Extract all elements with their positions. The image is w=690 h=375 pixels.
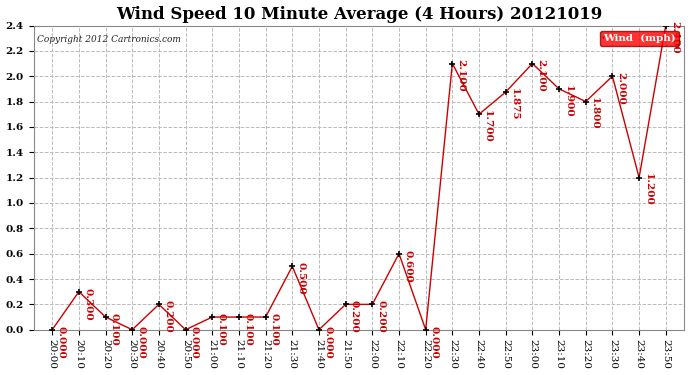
Text: 0.100: 0.100 [270, 313, 279, 346]
Text: 0.600: 0.600 [403, 249, 412, 282]
Text: 1.800: 1.800 [590, 98, 599, 130]
Text: 1.900: 1.900 [563, 85, 572, 117]
Text: 0.100: 0.100 [110, 313, 119, 346]
Legend: Wind  (mph): Wind (mph) [600, 31, 679, 46]
Text: Copyright 2012 Cartronics.com: Copyright 2012 Cartronics.com [37, 34, 181, 44]
Text: 0.000: 0.000 [137, 326, 146, 358]
Text: 0.200: 0.200 [350, 300, 359, 333]
Text: 0.200: 0.200 [163, 300, 172, 333]
Text: 0.200: 0.200 [377, 300, 386, 333]
Text: 0.000: 0.000 [430, 326, 439, 358]
Text: 2.400: 2.400 [670, 21, 679, 54]
Text: 0.000: 0.000 [57, 326, 66, 358]
Text: 1.200: 1.200 [643, 174, 652, 206]
Text: 2.100: 2.100 [537, 59, 546, 92]
Text: 0.100: 0.100 [243, 313, 252, 346]
Text: 0.000: 0.000 [323, 326, 332, 358]
Title: Wind Speed 10 Minute Average (4 Hours) 20121019: Wind Speed 10 Minute Average (4 Hours) 2… [116, 6, 602, 22]
Text: 2.000: 2.000 [617, 72, 626, 105]
Text: 0.000: 0.000 [190, 326, 199, 358]
Text: 2.100: 2.100 [457, 59, 466, 92]
Text: 0.100: 0.100 [217, 313, 226, 346]
Text: 1.700: 1.700 [483, 110, 492, 143]
Text: 0.500: 0.500 [297, 262, 306, 295]
Text: 0.300: 0.300 [83, 288, 92, 320]
Text: 1.875: 1.875 [510, 88, 519, 120]
